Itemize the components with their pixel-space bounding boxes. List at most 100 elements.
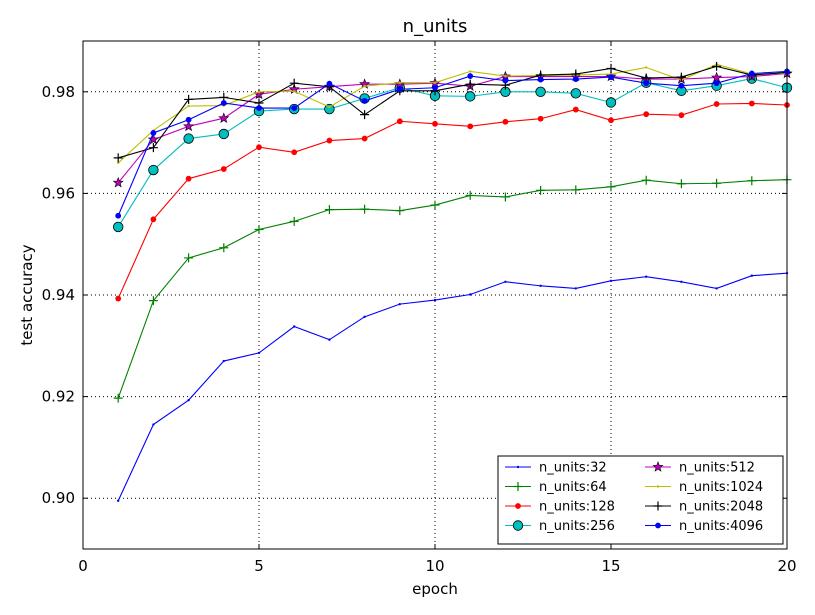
y-tick-label: 0.90 bbox=[42, 489, 75, 507]
legend-box bbox=[497, 455, 784, 545]
data-point bbox=[360, 204, 370, 214]
data-point bbox=[395, 206, 405, 216]
data-point bbox=[747, 176, 757, 186]
data-point bbox=[291, 149, 298, 156]
x-tick-label: 0 bbox=[78, 557, 88, 575]
x-tick-label: 20 bbox=[777, 557, 796, 575]
data-point bbox=[467, 73, 474, 79]
data-point bbox=[361, 98, 368, 104]
legend-entry: n_units:64 bbox=[505, 480, 607, 495]
data-point bbox=[608, 74, 614, 80]
data-point bbox=[219, 243, 229, 253]
series-n-units-4096 bbox=[115, 68, 790, 219]
x-tick-label: 10 bbox=[425, 557, 444, 575]
legend: n_units:32 n_units:64 n_units:128 n_units:2… bbox=[497, 455, 784, 545]
data-point bbox=[570, 88, 582, 99]
data-point bbox=[148, 164, 159, 176]
data-point bbox=[574, 287, 577, 290]
data-point bbox=[609, 279, 613, 282]
series-line bbox=[117, 272, 788, 501]
legend-swatch-marker bbox=[652, 461, 664, 472]
data-point bbox=[606, 182, 616, 192]
data-point bbox=[430, 200, 440, 210]
data-point bbox=[680, 280, 683, 283]
legend-swatch-marker bbox=[655, 522, 661, 529]
data-point bbox=[152, 423, 155, 426]
data-point bbox=[432, 120, 438, 127]
data-point bbox=[433, 298, 437, 302]
data-point bbox=[572, 76, 579, 82]
data-point bbox=[465, 91, 476, 102]
data-point bbox=[328, 338, 331, 341]
data-point bbox=[257, 351, 261, 355]
legend-entry: n_units:256 bbox=[505, 519, 615, 534]
data-point bbox=[712, 61, 722, 71]
data-point bbox=[643, 80, 650, 87]
legend-swatch-marker bbox=[515, 503, 521, 509]
series-line bbox=[117, 179, 788, 399]
data-point bbox=[289, 216, 299, 226]
data-point bbox=[326, 80, 333, 87]
data-point bbox=[148, 296, 158, 306]
data-point bbox=[396, 118, 403, 125]
data-point bbox=[645, 66, 648, 69]
data-point bbox=[605, 97, 617, 108]
legend-entry: n_units:32 bbox=[505, 461, 607, 476]
data-point bbox=[289, 78, 299, 88]
data-point bbox=[713, 101, 720, 107]
legend-label: n_units:128 bbox=[539, 500, 615, 515]
legend-label: n_units:64 bbox=[539, 480, 607, 495]
data-point bbox=[465, 79, 475, 89]
data-point bbox=[187, 398, 190, 402]
series-n-units-32 bbox=[117, 271, 789, 502]
series-line bbox=[117, 72, 788, 184]
series-line bbox=[117, 102, 788, 299]
data-point bbox=[220, 100, 227, 106]
data-point bbox=[396, 86, 403, 93]
data-point bbox=[184, 94, 194, 104]
series-line bbox=[117, 78, 788, 228]
data-point bbox=[257, 90, 261, 94]
data-point bbox=[398, 81, 401, 84]
data-point bbox=[222, 359, 225, 363]
data-point bbox=[220, 166, 227, 172]
data-point bbox=[183, 133, 194, 144]
series-line bbox=[117, 63, 788, 164]
data-point bbox=[398, 302, 401, 306]
legend-entry: n_units:2048 bbox=[645, 500, 763, 515]
ticks: 0 5 10 15 20 0.90 0.92 0.94 0.96 0.98 bbox=[42, 41, 797, 575]
legend-label: n_units:256 bbox=[539, 519, 615, 534]
data-point bbox=[676, 72, 686, 82]
chart-title: n_units bbox=[403, 16, 468, 37]
data-point bbox=[469, 70, 472, 73]
data-point bbox=[115, 212, 122, 219]
data-point bbox=[328, 105, 331, 109]
data-point bbox=[147, 133, 159, 145]
series-n-units-64 bbox=[113, 175, 792, 403]
data-point bbox=[504, 74, 507, 78]
data-point bbox=[360, 110, 370, 120]
data-point bbox=[712, 178, 722, 188]
data-point bbox=[117, 499, 120, 502]
data-point bbox=[183, 120, 195, 132]
data-point bbox=[184, 253, 194, 263]
data-point bbox=[678, 112, 685, 119]
data-point bbox=[748, 70, 755, 77]
data-point bbox=[148, 143, 158, 153]
data-point bbox=[361, 135, 368, 142]
x-tick-label: 15 bbox=[601, 557, 620, 575]
data-point bbox=[467, 123, 474, 130]
data-point bbox=[502, 118, 509, 125]
data-point bbox=[433, 81, 437, 84]
data-point bbox=[571, 185, 581, 195]
data-point bbox=[113, 393, 123, 403]
y-tick-label: 0.94 bbox=[42, 286, 75, 304]
data-point bbox=[363, 85, 366, 88]
series-layer bbox=[112, 61, 793, 502]
data-point bbox=[678, 82, 685, 89]
data-point bbox=[645, 275, 648, 278]
data-point bbox=[572, 106, 579, 113]
series-line bbox=[118, 65, 788, 159]
data-point bbox=[504, 280, 507, 283]
